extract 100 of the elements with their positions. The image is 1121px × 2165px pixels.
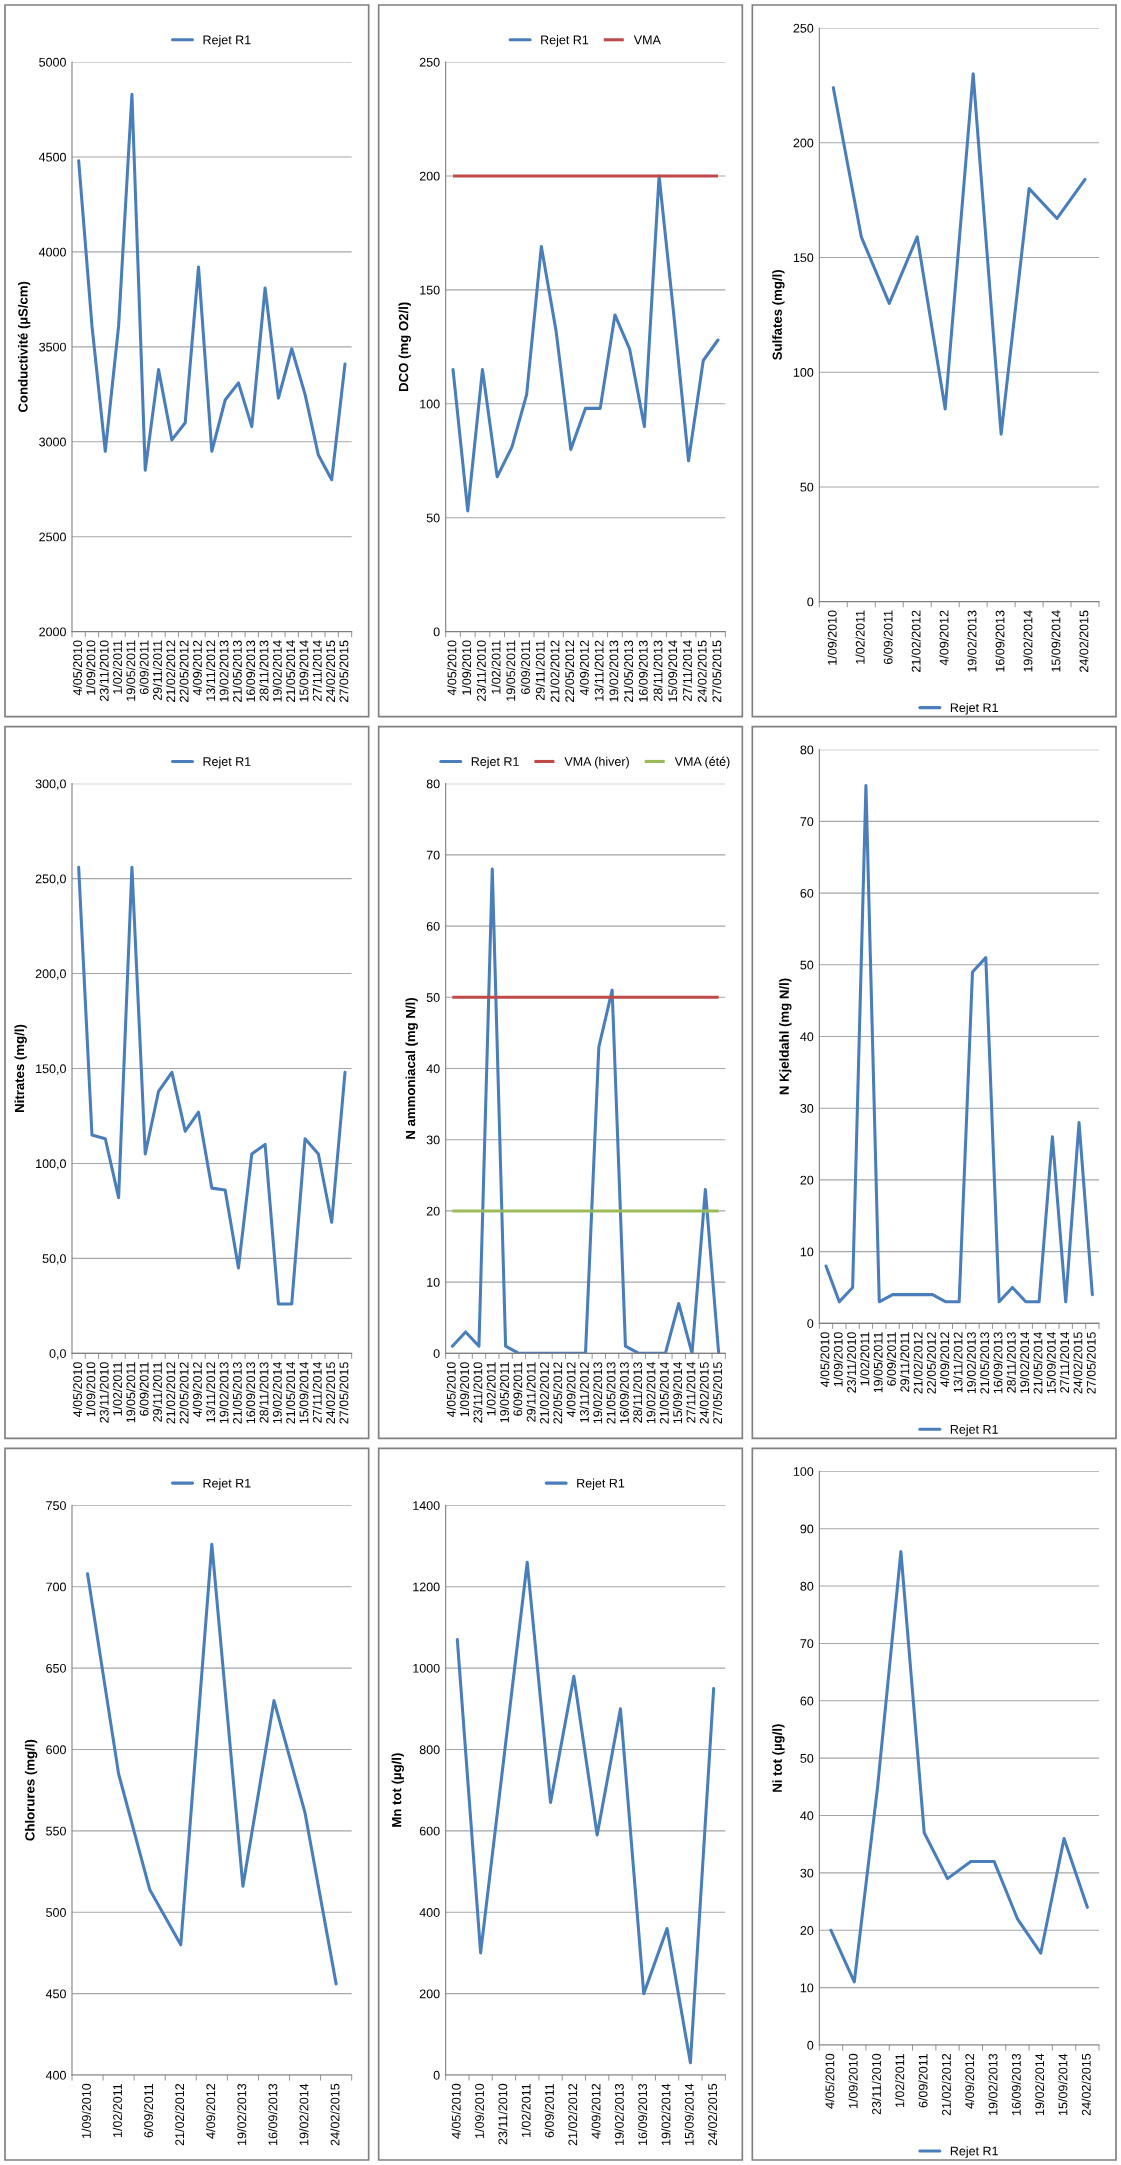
y-tick-label: 60 bbox=[426, 921, 440, 931]
legend-label: VMA (été) bbox=[674, 756, 730, 769]
y-tick-label: 80 bbox=[800, 1581, 814, 1591]
y-tick-label: 500 bbox=[46, 1908, 66, 1917]
x-tick-label: 27/11/2014 bbox=[312, 1362, 322, 1423]
x-tick-label: 19/02/2013 bbox=[988, 2053, 998, 2115]
x-tick-label: 27/11/2014 bbox=[686, 1362, 696, 1423]
y-tick-label: 600 bbox=[419, 1826, 440, 1836]
x-tick-label: 1/09/2010 bbox=[848, 2053, 858, 2108]
x-tick-label: 1/09/2010 bbox=[86, 640, 96, 695]
y-axis-title: DCO (mg O2/l) bbox=[398, 302, 411, 392]
y-tick-label: 0 bbox=[807, 2040, 814, 2050]
x-tick-label: 21/05/2013 bbox=[232, 1362, 242, 1424]
y-tick-label: 1400 bbox=[413, 1501, 440, 1510]
line-series bbox=[451, 174, 720, 513]
y-tick-label: 100,0 bbox=[36, 1159, 66, 1170]
x-tick-label: 27/11/2014 bbox=[1059, 1332, 1070, 1393]
x-tick-label: 22/05/2012 bbox=[553, 1362, 563, 1424]
y-axis-title: N ammoniacal (mg N/l) bbox=[405, 998, 418, 1139]
x-tick-label: 4/09/2012 bbox=[964, 2053, 975, 2109]
x-tick-label: 19/02/2013 bbox=[592, 1362, 603, 1424]
y-tick-label: 30 bbox=[800, 1868, 814, 1878]
x-tick-label: 1/09/2010 bbox=[827, 610, 837, 665]
x-tick-label: 29/11/2011 bbox=[900, 1332, 910, 1392]
x-tick-label: 19/02/2014 bbox=[299, 2083, 309, 2145]
y-axis-title: Mn tot (µg/l) bbox=[391, 1753, 404, 1827]
x-tick-label: 19/02/2014 bbox=[1034, 2053, 1045, 2115]
x-tick-label: 19/05/2011 bbox=[499, 1362, 509, 1423]
y-tick-label: 40 bbox=[800, 1032, 814, 1042]
x-tick-label: 19/02/2014 bbox=[661, 2083, 671, 2145]
y-tick-label: 150 bbox=[420, 285, 440, 295]
x-tick-label: 1/02/2011 bbox=[895, 2053, 905, 2108]
x-tick-label: 6/09/2011 bbox=[139, 640, 149, 695]
y-tick-label: 2500 bbox=[39, 532, 66, 542]
x-tick-label: 15/09/2014 bbox=[1058, 2053, 1068, 2115]
y-tick-label: 250 bbox=[793, 23, 814, 33]
x-tick-label: 1/09/2010 bbox=[833, 1332, 843, 1387]
x-tick-label: 6/09/2011 bbox=[513, 1362, 523, 1416]
y-tick-label: 50 bbox=[800, 1753, 814, 1763]
x-tick-label: 21/05/2013 bbox=[623, 640, 634, 702]
y-tick-label: 0 bbox=[807, 1319, 814, 1328]
x-tick-label: 29/11/2011 bbox=[526, 1362, 536, 1422]
x-tick-label: 15/09/2014 bbox=[667, 640, 678, 702]
y-tick-label: 50,0 bbox=[42, 1254, 66, 1265]
y-tick-label: 550 bbox=[46, 1826, 66, 1836]
y-tick-label: 3500 bbox=[39, 342, 66, 352]
legend-label: Rejet R1 bbox=[203, 35, 251, 47]
x-tick-label: 24/02/2015 bbox=[1073, 1332, 1083, 1394]
legend-label: Rejet R1 bbox=[950, 2146, 998, 2158]
x-tick-label: 16/09/2013 bbox=[637, 2083, 648, 2145]
x-tick-label: 1/02/2011 bbox=[112, 640, 122, 694]
y-tick-label: 30 bbox=[800, 1104, 814, 1113]
y-tick-label: 90 bbox=[800, 1524, 814, 1534]
x-tick-label: 29/11/2011 bbox=[152, 640, 162, 701]
y-tick-label: 100 bbox=[420, 399, 440, 409]
y-tick-label: 50 bbox=[426, 993, 440, 1002]
x-tick-label: 24/02/2015 bbox=[699, 1362, 709, 1424]
y-tick-label: 250,0 bbox=[35, 874, 66, 885]
x-tick-label: 6/09/2011 bbox=[143, 2083, 154, 2138]
x-tick-label: 16/09/2013 bbox=[638, 640, 648, 702]
x-tick-label: 19/02/2014 bbox=[1023, 610, 1033, 672]
x-tick-label: 21/05/2014 bbox=[285, 640, 296, 702]
x-tick-label: 4/09/2012 bbox=[579, 640, 589, 696]
y-tick-label: 40 bbox=[426, 1064, 440, 1074]
y-tick-label: 800 bbox=[419, 1745, 440, 1755]
x-tick-label: 15/09/2014 bbox=[299, 640, 309, 702]
x-tick-label: 21/02/2012 bbox=[941, 2053, 951, 2116]
x-tick-label: 6/09/2011 bbox=[886, 1332, 896, 1386]
x-tick-label: 19/02/2013 bbox=[219, 1362, 229, 1424]
x-tick-label: 21/02/2012 bbox=[550, 640, 560, 702]
y-tick-label: 1000 bbox=[413, 1663, 440, 1673]
x-tick-label: 21/02/2012 bbox=[568, 2083, 578, 2146]
line-series bbox=[450, 867, 721, 1354]
x-tick-label: 6/09/2011 bbox=[520, 640, 530, 695]
x-tick-label: 19/02/2014 bbox=[646, 1362, 656, 1424]
x-tick-label: 21/02/2012 bbox=[166, 640, 176, 702]
legend-label: VMA (hiver) bbox=[564, 756, 629, 769]
x-tick-label: 27/11/2014 bbox=[312, 640, 322, 701]
x-tick-label: 29/11/2011 bbox=[535, 640, 545, 701]
line-series bbox=[77, 865, 347, 1306]
x-tick-label: 24/02/2015 bbox=[697, 640, 707, 702]
y-tick-label: 80 bbox=[800, 745, 814, 755]
x-tick-label: 24/02/2015 bbox=[1081, 2053, 1091, 2116]
x-tick-label: 21/05/2014 bbox=[285, 1362, 296, 1424]
x-tick-label: 28/11/2013 bbox=[259, 640, 269, 701]
x-tick-label: 15/09/2014 bbox=[1051, 610, 1061, 672]
x-tick-label: 19/05/2011 bbox=[126, 1362, 136, 1423]
legend-label: Rejet R1 bbox=[203, 756, 251, 769]
y-tick-label: 400 bbox=[45, 2070, 66, 2080]
x-tick-label: 19/02/2013 bbox=[609, 640, 619, 702]
x-tick-label: 27/05/2015 bbox=[339, 640, 349, 702]
x-tick-label: 1/09/2010 bbox=[474, 2083, 484, 2138]
y-tick-label: 20 bbox=[426, 1206, 440, 1216]
x-tick-label: 4/05/2010 bbox=[820, 1332, 830, 1387]
y-tick-label: 1200 bbox=[413, 1582, 440, 1592]
y-tick-label: 2000 bbox=[39, 627, 66, 637]
x-tick-label: 28/11/2013 bbox=[632, 1362, 643, 1423]
x-tick-label: 24/02/2015 bbox=[330, 2083, 340, 2146]
x-tick-label: 1/02/2011 bbox=[112, 2083, 122, 2138]
x-tick-label: 4/05/2010 bbox=[451, 2083, 461, 2139]
